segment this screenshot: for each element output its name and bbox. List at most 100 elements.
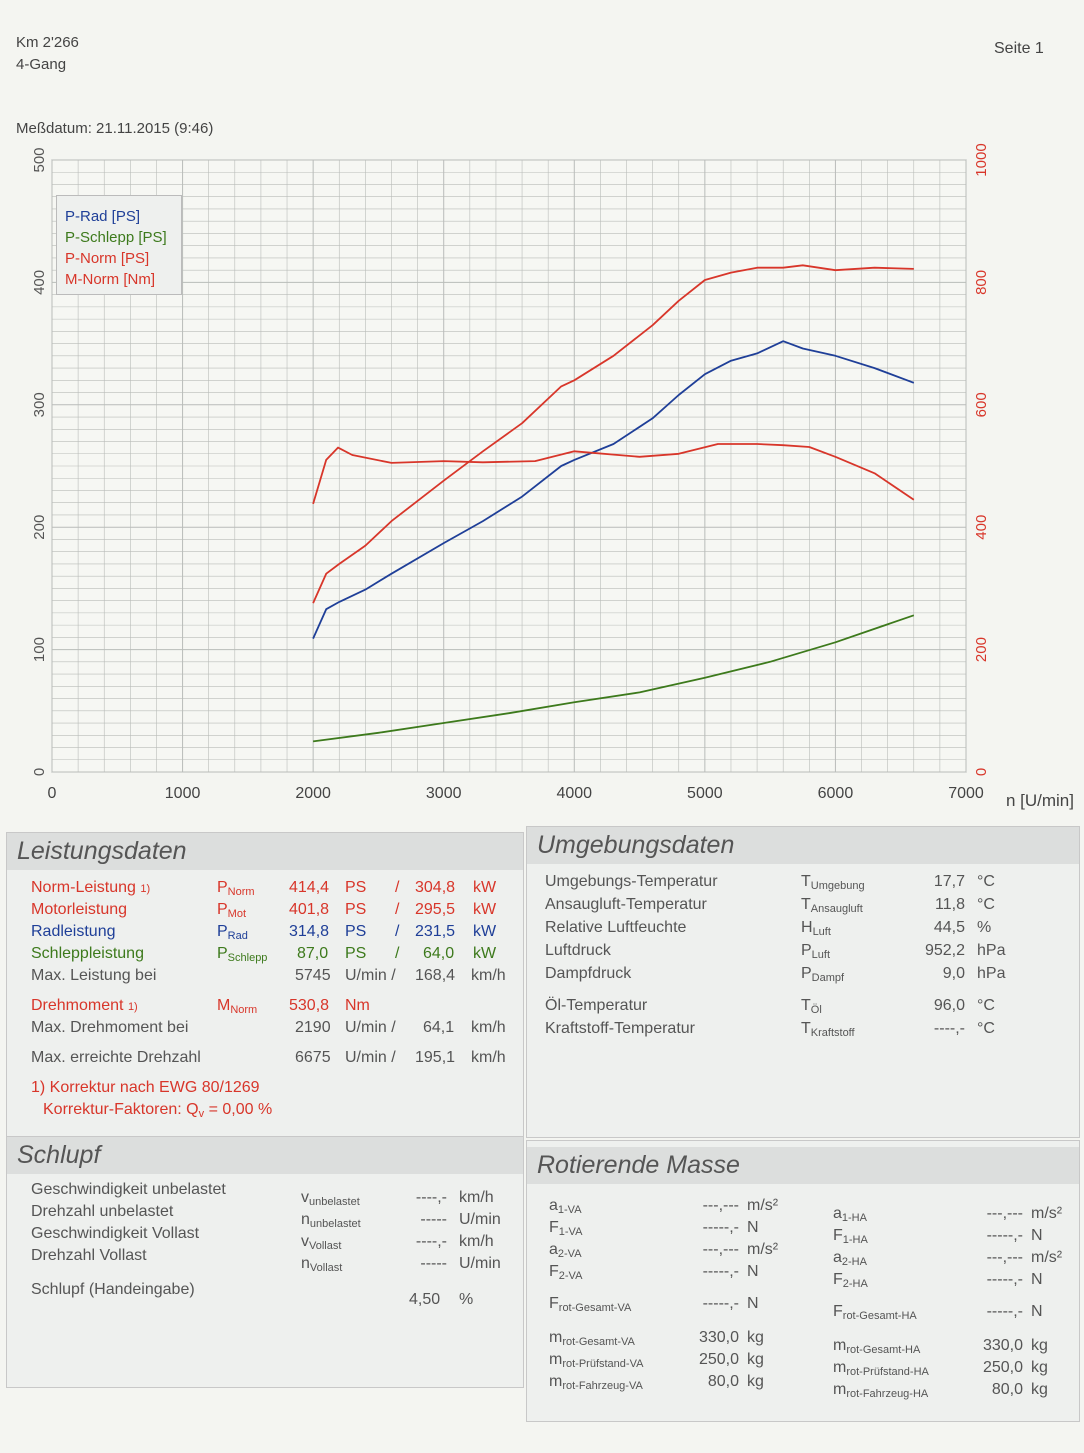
dyno-chart: 0 1000 2000 3000 4000 5000 6000 7000 n [U/min]01… (31, 143, 1074, 810)
x-tick-label: 1000 (165, 785, 201, 802)
rot-va-symbol: F1-VA (549, 1219, 583, 1238)
norm-slash: / (395, 879, 400, 896)
rot-ha-value: ---,--- (986, 1249, 1023, 1266)
rot-va-symbol: a2-VA (549, 1241, 582, 1260)
max-leistung-label: Max. Leistung bei (31, 967, 157, 984)
rot-ha-value: -----,- (986, 1271, 1023, 1288)
drehmoment-label: Drehmoment (31, 997, 124, 1014)
rot-ha-unit: kg (1031, 1337, 1048, 1354)
schlepp-kw-unit: kW (473, 945, 497, 962)
rot-ha-symbol: F1-HA (833, 1227, 868, 1246)
norm-kw-unit: kW (473, 879, 497, 896)
motor-ps: 401,8 (289, 901, 330, 918)
rad-ps: 314,8 (289, 923, 330, 940)
umgebung-value: ----,- (933, 1020, 965, 1037)
umgebungsdaten-panel: Umgebungsdaten Umgebungs-Temperatur TUmge… (526, 826, 1080, 1138)
x-tick-label: 0 (48, 785, 57, 802)
schlupf-hand-unit: % (459, 1291, 474, 1308)
rot-va-symbol: mrot-Fahrzeug-VA (549, 1373, 643, 1392)
rot-va-symbol: F2-VA (549, 1263, 583, 1282)
norm-sym: PNorm (217, 879, 255, 898)
leistungsdaten-panel: Leistungsdaten Norm-Leistung 1) PNorm 41… (6, 832, 524, 1138)
rot-va-symbol: mrot-Prüfstand-VA (549, 1351, 644, 1370)
rot-va-symbol: a1-VA (549, 1197, 582, 1216)
motor-ps-unit: PS (345, 901, 367, 918)
max-leistung-speed-unit: km/h (471, 967, 506, 984)
rot-va-value: 80,0 (707, 1373, 739, 1390)
measure-date: Meßdatum: 21.11.2015 (9:46) (16, 120, 214, 137)
rot-va-symbol: Frot-Gesamt-VA (549, 1295, 632, 1314)
schlupf-label: Geschwindigkeit Vollast (31, 1225, 200, 1242)
drehmoment-value: 530,8 (289, 997, 330, 1014)
rot-ha-symbol: mrot-Prüfstand-HA (833, 1359, 929, 1378)
rot-ha-unit: kg (1031, 1381, 1048, 1398)
leistungsdaten-title: Leistungsdaten (7, 833, 523, 870)
schlupf-symbol: nunbelastet (301, 1211, 361, 1230)
umgebung-label: Luftdruck (545, 942, 611, 959)
page-label: Seite 1 (994, 40, 1044, 57)
umgebung-symbol: PDampf (801, 965, 845, 984)
umgebung-unit: hPa (977, 942, 1006, 959)
rot-ha-symbol: F2-HA (833, 1271, 868, 1290)
schlepp-kw: 64,0 (423, 945, 455, 962)
drehmoment-note: 1) (127, 1001, 138, 1013)
schlupf-label: Geschwindigkeit unbelastet (31, 1181, 226, 1198)
schlupf-unit: U/min (459, 1255, 501, 1272)
schlepp-sym: PSchlepp (217, 945, 268, 964)
drehmoment-row: Drehmoment 1) (31, 997, 138, 1015)
rotierende-masse-title: Rotierende Masse (527, 1147, 1079, 1184)
umgebungsdaten-title: Umgebungsdaten (527, 827, 1079, 864)
schlupf-unit: km/h (459, 1233, 494, 1250)
x-tick-label: 4000 (556, 785, 592, 802)
umgebung-unit: °C (977, 896, 995, 913)
umgebung-symbol: TÖl (801, 997, 822, 1016)
schlupf-label: Drehzahl Vollast (31, 1247, 147, 1264)
rot-va-value: -----,- (702, 1219, 739, 1236)
y-right-tick-label: 400 (973, 515, 990, 540)
schlupf-value: ----,- (415, 1233, 447, 1250)
rot-va-unit: m/s² (747, 1197, 779, 1214)
schlupf-unit: U/min (459, 1211, 501, 1228)
umgebung-label: Umgebungs-Temperatur (545, 873, 718, 890)
schlupf-title: Schlupf (7, 1137, 523, 1174)
schlupf-symbol: vunbelastet (301, 1189, 360, 1208)
rot-va-value: ---,--- (702, 1241, 739, 1258)
rot-ha-value: -----,- (986, 1227, 1023, 1244)
max-drehzahl-rpm: 6675 (295, 1049, 331, 1066)
schlupf-value: ----,- (415, 1189, 447, 1206)
umgebung-value: 17,7 (933, 873, 965, 890)
x-tick-label: 5000 (687, 785, 723, 802)
max-drehmoment-rpm: 2190 (295, 1019, 331, 1036)
umgebung-symbol: TKraftstoff (801, 1020, 855, 1039)
legend-p-schlepp: P-Schlepp [PS] (65, 229, 167, 246)
rot-va-unit: kg (747, 1373, 764, 1390)
schlepp-ps-unit: PS (345, 945, 367, 962)
rot-va-value: -----,- (702, 1263, 739, 1280)
rot-va-symbol: mrot-Gesamt-VA (549, 1329, 635, 1348)
rot-ha-value: -----,- (986, 1303, 1023, 1320)
umgebung-symbol: TUmgebung (801, 873, 865, 892)
schlupf-value: ----- (420, 1255, 447, 1272)
max-drehmoment-speed-unit: km/h (471, 1019, 506, 1036)
umgebung-unit: °C (977, 1020, 995, 1037)
rot-ha-symbol: mrot-Fahrzeug-HA (833, 1381, 929, 1400)
schlupf-hand-label: Schlupf (Handeingabe) (31, 1281, 195, 1298)
rot-va-unit: m/s² (747, 1241, 779, 1258)
umgebung-symbol: PLuft (801, 942, 831, 961)
km-label: Km 2'266 (16, 34, 79, 51)
rot-ha-symbol: a1-HA (833, 1205, 867, 1224)
rad-sym: PRad (217, 923, 248, 942)
motor-kw-unit: kW (473, 901, 497, 918)
norm-ps-unit: PS (345, 879, 367, 896)
drehmoment-sym: MNorm (217, 997, 258, 1016)
radleistung-label: Radleistung (31, 923, 116, 940)
max-drehmoment-speed: 64,1 (423, 1019, 455, 1036)
y-left-tick-label: 200 (31, 515, 48, 540)
max-drehzahl-rpm-unit: U/min / (345, 1049, 396, 1066)
umgebung-unit: hPa (977, 965, 1006, 982)
y-right-tick-label: 200 (973, 637, 990, 662)
rad-kw-unit: kW (473, 923, 497, 940)
motor-sym: PMot (217, 901, 247, 920)
umgebung-label: Öl-Temperatur (545, 997, 648, 1014)
rot-ha-symbol: mrot-Gesamt-HA (833, 1337, 921, 1356)
